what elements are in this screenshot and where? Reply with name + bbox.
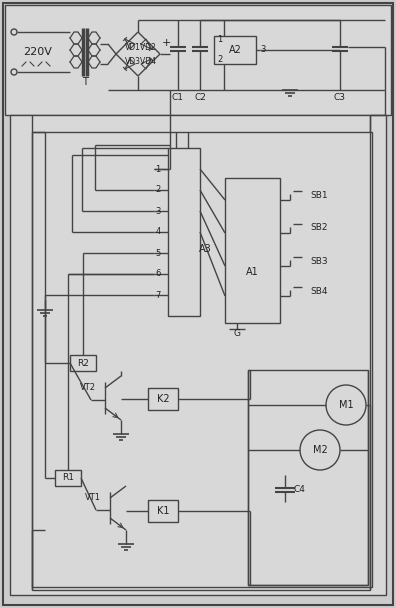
Text: K2: K2 bbox=[157, 394, 169, 404]
Bar bbox=[10, 115, 386, 595]
Text: SB1: SB1 bbox=[310, 190, 327, 199]
Bar bbox=[214, 36, 256, 64]
Text: C1: C1 bbox=[172, 94, 184, 103]
Bar bbox=[5, 5, 391, 115]
Text: 4: 4 bbox=[155, 227, 161, 237]
Bar bbox=[55, 470, 81, 486]
Text: 6: 6 bbox=[155, 269, 161, 278]
Text: 1: 1 bbox=[155, 165, 161, 173]
Text: A2: A2 bbox=[228, 45, 242, 55]
Text: VD1VD2: VD1VD2 bbox=[125, 44, 157, 52]
Text: 220V: 220V bbox=[24, 47, 52, 57]
Text: 3: 3 bbox=[155, 207, 161, 215]
Bar bbox=[225, 178, 280, 323]
Text: M2: M2 bbox=[312, 445, 327, 455]
Text: A1: A1 bbox=[246, 268, 259, 277]
Text: 2: 2 bbox=[217, 55, 222, 64]
Bar bbox=[168, 148, 200, 316]
Text: R1: R1 bbox=[62, 474, 74, 483]
Text: SB3: SB3 bbox=[310, 257, 327, 266]
Text: 1: 1 bbox=[217, 35, 222, 44]
Text: M1: M1 bbox=[339, 400, 353, 410]
Text: K1: K1 bbox=[157, 506, 169, 516]
Bar bbox=[248, 370, 368, 585]
Text: VT2: VT2 bbox=[80, 384, 96, 393]
Bar bbox=[148, 388, 178, 410]
Text: T: T bbox=[82, 77, 88, 87]
Bar bbox=[148, 500, 178, 522]
Bar bbox=[70, 355, 96, 371]
Circle shape bbox=[300, 430, 340, 470]
Text: A3: A3 bbox=[199, 244, 211, 254]
Text: C4: C4 bbox=[293, 486, 305, 494]
Text: C2: C2 bbox=[194, 94, 206, 103]
Text: VD3VD4: VD3VD4 bbox=[125, 58, 157, 66]
Text: R2: R2 bbox=[77, 359, 89, 367]
Circle shape bbox=[326, 385, 366, 425]
Text: 2: 2 bbox=[155, 185, 161, 195]
Text: SB2: SB2 bbox=[310, 224, 327, 232]
Text: G: G bbox=[234, 328, 240, 337]
Text: 7: 7 bbox=[155, 291, 161, 300]
Text: 5: 5 bbox=[155, 249, 161, 258]
Text: C3: C3 bbox=[334, 94, 346, 103]
Text: +: + bbox=[161, 38, 171, 48]
Text: VT1: VT1 bbox=[85, 494, 101, 502]
Text: 3: 3 bbox=[260, 46, 265, 55]
Bar bbox=[32, 132, 372, 587]
Text: SB4: SB4 bbox=[310, 286, 327, 295]
